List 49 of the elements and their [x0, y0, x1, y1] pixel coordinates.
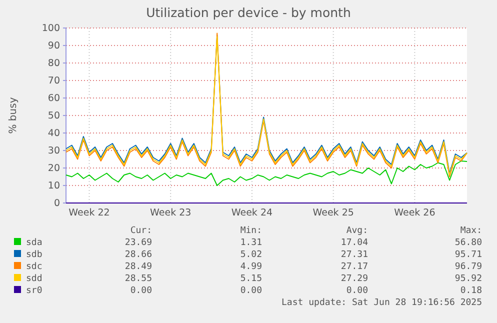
y-axis-title: % busy	[8, 97, 19, 134]
text: Cur:	[130, 226, 152, 236]
text: 0.00	[130, 286, 152, 296]
text: 96.79	[454, 262, 482, 272]
text: 1.31	[240, 238, 262, 248]
text: 27.29	[340, 274, 368, 284]
legend-label: sdc	[26, 262, 42, 272]
text: 4.99	[240, 262, 262, 272]
text: 0.00	[240, 286, 262, 296]
line-series	[66, 160, 468, 186]
legend-label: sdb	[26, 250, 42, 260]
text: 5.02	[240, 250, 262, 260]
y-tick-label: 50	[48, 110, 60, 122]
legend-label: sr0	[26, 286, 42, 296]
y-tick-label: 10	[48, 180, 60, 192]
x-tick-label: Week 23	[150, 208, 192, 219]
text: 95.92	[454, 274, 482, 284]
text: 28.49	[124, 262, 152, 272]
text: 0.00	[346, 286, 368, 296]
x-tick-label: Week 26	[394, 208, 436, 219]
x-tick-label: Week 24	[231, 208, 273, 219]
text: 0.18	[460, 286, 482, 296]
text: 95.71	[454, 250, 482, 260]
y-tick-label: 80	[48, 58, 60, 70]
y-tick-label: 100	[42, 23, 60, 34]
text: 56.80	[454, 238, 482, 248]
legend-label: sdd	[26, 274, 42, 284]
legend-label: sda	[26, 238, 42, 248]
y-tick-label: 70	[48, 76, 60, 87]
y-tick-label: 0	[54, 198, 60, 210]
text: Last update: Sat Jun 28 19:16:56 2025	[282, 298, 482, 308]
y-tick-label: 20	[48, 163, 60, 174]
text: Max:	[460, 226, 482, 236]
text: Min:	[240, 226, 262, 236]
y-tick-label: 30	[48, 146, 60, 157]
y-tick-label: 60	[48, 93, 60, 104]
text: 23.69	[124, 238, 152, 248]
x-tick-label: Week 22	[68, 208, 110, 219]
text: 28.66	[124, 250, 152, 260]
text: 17.04	[340, 238, 368, 248]
x-tick-label: Week 25	[312, 208, 354, 219]
y-tick-label: 90	[48, 40, 60, 52]
text: Avg:	[346, 226, 368, 236]
text: 5.15	[240, 274, 262, 284]
chart-title: Utilization per device - by month	[146, 5, 351, 20]
text: 27.31	[340, 250, 368, 260]
text: 28.55	[124, 274, 152, 284]
text: 27.17	[340, 262, 368, 272]
y-tick-label: 40	[48, 128, 60, 140]
